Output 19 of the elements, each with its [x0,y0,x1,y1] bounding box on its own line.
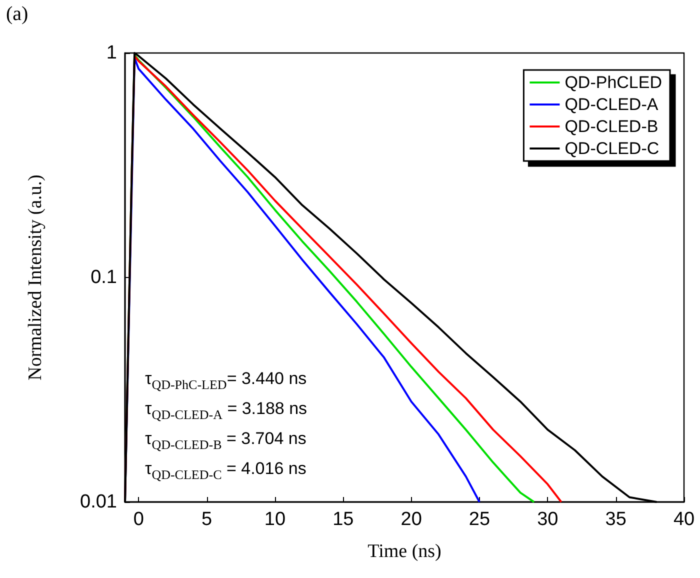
text: (a) [6,3,28,25]
x-tick-label: 30 [537,509,558,530]
legend-label: QD-CLED-B [564,117,658,136]
x-tick-label: 35 [605,509,626,530]
x-axis-title: Time (ns) [368,541,442,562]
legend-label: QD-PhCLED [564,73,662,92]
x-tick-label: 5 [202,509,212,530]
y-tick-label: 0.1 [90,267,117,288]
y-tick-label: 1 [106,42,117,64]
x-tick-label: 25 [468,509,490,530]
x-tick-label: 0 [133,509,144,530]
x-tick-label: 15 [332,509,354,530]
x-tick-label: 40 [673,509,695,530]
y-tick-label: 0.01 [80,492,117,512]
legend-label: QD-CLED-C [564,139,660,158]
y-axis-title: Normalized Intensity (a.u.) [25,174,46,380]
x-tick-label: 10 [264,509,286,530]
legend-label: QD-CLED-A [564,95,659,114]
x-tick-label: 20 [400,509,422,530]
